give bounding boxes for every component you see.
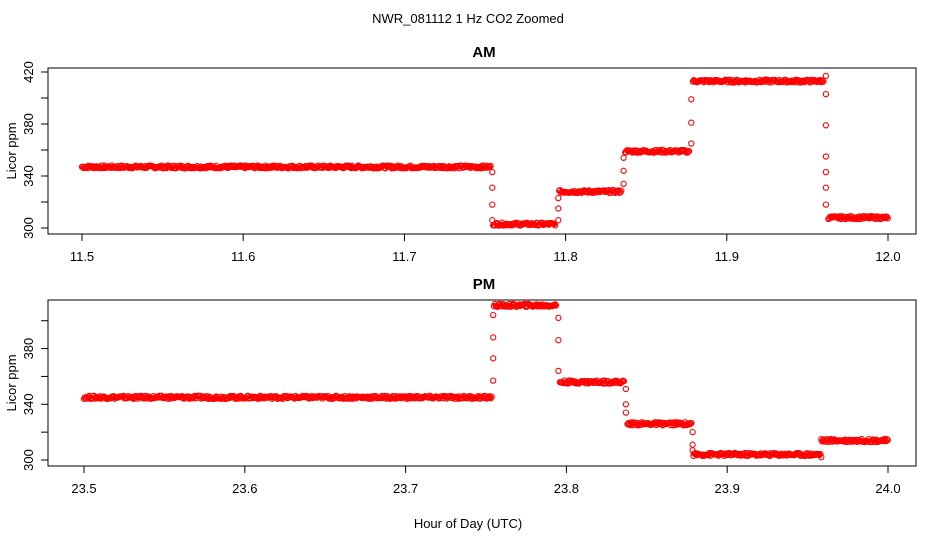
pm-data-point [326,395,333,402]
am-plot-frame [47,67,917,235]
am-transition-point [489,201,496,208]
pm-transition-point [622,385,630,393]
am-transition-point [620,167,627,174]
pm-data-point [883,435,891,443]
pm-transition-point [689,447,696,454]
pm-panel-title: PM [473,276,496,293]
am-transition-point [822,153,830,160]
am-data-points [78,72,891,229]
am-data-point [487,162,494,170]
am-panel-title: AM [472,44,495,61]
am-transition-point [688,96,695,103]
am-transition-point [555,194,562,202]
am-transition-point [822,122,830,129]
pm-transition-point [622,409,630,416]
am-x-tick-label: 11.9 [715,249,739,264]
pm-data-point [688,419,695,427]
pm-transition-point [555,337,562,344]
pm-transition-point [490,355,497,362]
am-data-point [618,187,625,194]
am-transition-point [620,180,627,187]
pm-x-tick-label: 23.9 [715,481,740,496]
am-data-point [685,147,693,155]
am-data-point [791,77,798,84]
am-y-tick-label: 420 [21,61,36,83]
pm-transition-point [818,454,825,461]
pm-transition-point [555,314,562,322]
pm-panel: PM Licor ppm 23.5 23.6 23.7 23.8 23.9 24.0 30… [4,276,917,496]
am-x-tick-label: 11.5 [70,249,94,264]
am-data-point [742,77,750,84]
pm-x-ticks: 23.5 23.6 23.7 23.8 23.9 24.0 [71,466,901,496]
pm-data-point [91,395,98,402]
am-x-tick-label: 11.8 [553,249,577,264]
am-transition-point [822,184,830,191]
am-y-ticks: 300 340 380 420 [21,61,48,239]
am-transition-point [489,184,496,191]
am-y-tick-label: 340 [21,165,36,187]
am-data-point [820,78,827,85]
pm-transition-point [490,334,497,341]
am-data-point [884,215,891,222]
am-x-tick-label: 12.0 [875,249,900,264]
pm-transition-point [689,428,696,436]
am-transition-point [688,119,695,126]
am-transition-point [489,168,496,176]
pm-data-point [884,436,891,444]
pm-transition-point [555,367,562,375]
pm-transition-point [689,441,696,448]
pm-x-tick-label: 23.7 [393,481,418,496]
pm-x-tick-label: 23.8 [554,481,579,496]
pm-plot-frame [47,299,917,467]
am-transition-point [620,154,627,161]
am-transition-point [555,205,562,212]
pm-data-point [620,378,628,385]
pm-data-point [552,301,559,308]
am-data-point [819,77,826,84]
am-x-tick-label: 11.7 [392,249,416,264]
am-x-ticks: 11.5 11.6 11.7 11.8 11.9 12.0 [70,234,901,264]
am-y-tick-label: 380 [21,113,36,135]
am-data-point [684,149,691,156]
am-y-axis-label: Licor ppm [4,122,19,179]
pm-transition-point [490,377,497,384]
figure-title: NWR_081112 1 Hz CO2 Zoomed [372,11,564,26]
am-transition-point [822,90,830,98]
am-data-point [836,213,844,220]
am-data-point [486,164,493,171]
pm-y-ticks: 300 340 380 [21,320,48,471]
am-transition-point [822,201,830,208]
am-data-point [446,163,453,170]
pm-transition-point [622,401,630,408]
am-x-tick-label: 11.6 [231,249,255,264]
pm-data-points [80,300,891,461]
pm-transition-point [490,311,497,319]
pm-y-tick-label: 300 [21,449,36,471]
pm-y-tick-label: 340 [21,393,36,415]
x-axis-label: Hour of Day (UTC) [414,516,522,531]
pm-x-tick-label: 23.6 [232,481,257,496]
am-transition-point [822,72,830,80]
am-transition-point [822,168,830,176]
pm-data-point [552,302,560,309]
am-data-point [552,222,559,229]
am-y-tick-label: 300 [21,217,36,239]
am-transition-point [489,217,496,224]
am-transition-point [555,217,562,224]
pm-y-axis-label: Licor ppm [4,354,19,411]
am-transition-point [688,140,695,147]
pm-x-tick-label: 23.5 [71,481,96,496]
am-panel: AM Licor ppm 11.5 11.6 11.7 11.8 11.9 12.0 30… [4,44,917,264]
pm-data-point [817,450,824,458]
pm-y-tick-label: 380 [21,338,36,360]
pm-transition-point [818,435,825,443]
pm-data-point [488,393,495,400]
pm-x-tick-label: 24.0 [875,481,900,496]
